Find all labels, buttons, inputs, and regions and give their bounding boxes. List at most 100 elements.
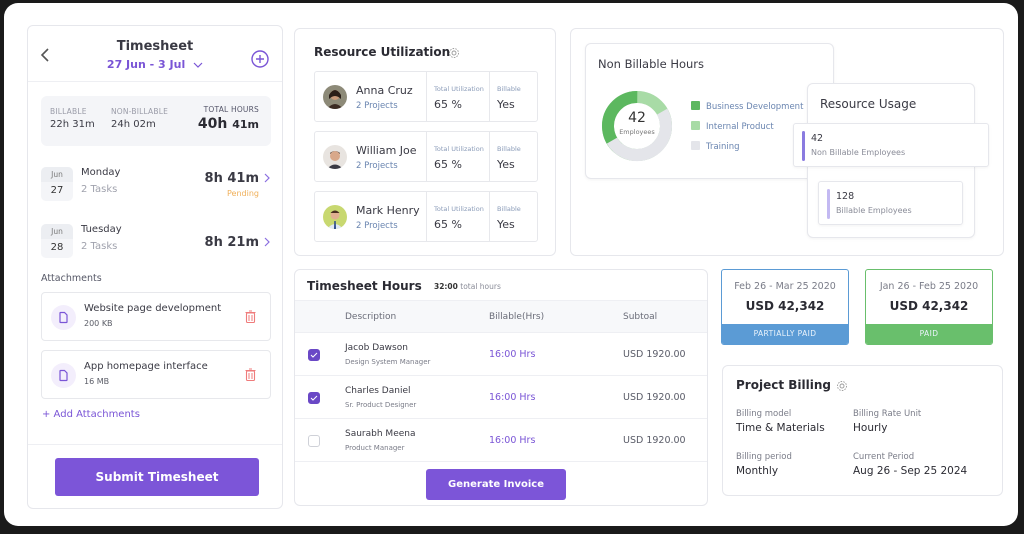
total-hours-label: TOTAL HOURS — [203, 105, 259, 114]
billable-hours: 16:00 Hrs — [489, 349, 536, 360]
billable-hours: 16:00 Hrs — [489, 392, 536, 403]
resource-name: Mark Henry — [356, 204, 420, 217]
invoice-card-paid[interactable]: Jan 26 - Feb 25 2020 USD 42,342 PAID — [865, 269, 993, 345]
subtotal: USD 1920.00 — [623, 392, 686, 403]
non-billable-hours-card: Non Billable Hours 42 Employees Business… — [585, 43, 834, 179]
trash-icon[interactable] — [245, 368, 256, 381]
avatar — [323, 85, 347, 109]
stat-label: Billable Employees — [836, 206, 912, 215]
subtotal: USD 1920.00 — [623, 349, 686, 360]
weekday: Tuesday — [81, 224, 122, 235]
resource-name: William Joe — [356, 144, 417, 157]
gear-icon[interactable] — [836, 380, 848, 392]
add-attachments-link[interactable]: + Add Attachments — [42, 409, 140, 420]
column-subtotal: Subtoal — [623, 312, 658, 322]
utilization-cell: Total Utilization 65 % — [426, 132, 489, 181]
resource-row[interactable]: Mark Henry 2 Projects Total Utilization … — [314, 191, 538, 242]
billable-cell: Billable Yes — [489, 72, 539, 121]
task-count: 2 Tasks — [81, 184, 118, 195]
attachment-item[interactable]: App homepage interface 16 MB — [41, 350, 271, 399]
attachment-name: Website page development — [84, 303, 222, 314]
total-hours-caption: 32:00 total hours — [434, 282, 501, 291]
day-hours: 8h 21m — [204, 235, 259, 250]
file-icon — [51, 305, 76, 330]
legend-item: Business Development — [691, 101, 803, 112]
billing-rate-unit-field: Billing Rate Unit Hourly — [853, 409, 922, 434]
gear-icon[interactable] — [448, 47, 460, 59]
donut-chart — [602, 91, 672, 161]
avatar — [323, 205, 347, 229]
row-checkbox[interactable] — [308, 435, 320, 447]
resource-name: Anna Cruz — [356, 84, 413, 97]
status-pending: Pending — [227, 189, 259, 198]
legend-item: Internal Product — [691, 121, 774, 132]
resource-usage-title: Resource Usage — [820, 97, 917, 111]
day-row-monday[interactable]: Jun 27 Monday 2 Tasks 8h 41m Pending — [41, 167, 271, 207]
dashboard-frame: Timesheet 27 Jun - 3 Jul BILLABLE 22h 31… — [4, 3, 1018, 526]
donut-center-label: Employees — [619, 128, 655, 136]
attachment-item[interactable]: Website page development 200 KB — [41, 292, 271, 341]
non-billable-summary: NON-BILLABLE 24h 02m — [111, 107, 168, 130]
date-badge: Jun 27 — [41, 167, 73, 201]
generate-invoice-button[interactable]: Generate Invoice — [426, 469, 566, 500]
billable-label: BILLABLE — [50, 107, 87, 116]
avatar — [323, 145, 347, 169]
utilization-cell: Total Utilization 65 % — [426, 72, 489, 121]
total-hours-summary: TOTAL HOURS 40h 41m — [198, 105, 259, 132]
attachment-name: App homepage interface — [84, 361, 208, 372]
chevron-right-icon — [264, 173, 270, 183]
donut-center-value: 42 — [628, 110, 646, 126]
subtotal: USD 1920.00 — [623, 435, 686, 446]
resource-utilization-title: Resource Utilization — [314, 45, 451, 59]
hours-summary: BILLABLE 22h 31m NON-BILLABLE 24h 02m TO… — [41, 96, 271, 146]
task-count: 2 Tasks — [81, 241, 118, 252]
stat-accent-bar — [827, 189, 830, 219]
row-checkbox[interactable] — [308, 392, 320, 404]
utilization-cell: Total Utilization 65 % — [426, 192, 489, 241]
resource-row[interactable]: Anna Cruz 2 Projects Total Utilization 6… — [314, 71, 538, 122]
trash-icon[interactable] — [245, 310, 256, 323]
billable-cell: Billable Yes — [489, 192, 539, 241]
billing-period-field: Billing period Monthly — [736, 452, 792, 477]
timesheet-hours-panel: Timesheet Hours 32:00 total hours Descri… — [294, 269, 708, 506]
back-chevron-icon[interactable] — [38, 47, 54, 63]
employee-name: Jacob Dawson — [345, 343, 408, 353]
invoice-card-partially-paid[interactable]: Feb 26 - Mar 25 2020 USD 42,342 PARTIALL… — [721, 269, 849, 345]
employee-name: Charles Daniel — [345, 386, 411, 396]
day-row-tuesday[interactable]: Jun 28 Tuesday 2 Tasks 8h 21m — [41, 224, 271, 264]
invoice-amount: USD 42,342 — [745, 299, 825, 313]
resource-projects: 2 Projects — [356, 161, 398, 171]
invoice-amount: USD 42,342 — [889, 299, 969, 313]
total-hours-value: 40h 41m — [197, 116, 259, 132]
employee-name: Saurabh Meena — [345, 429, 416, 439]
invoice-period: Jan 26 - Feb 25 2020 — [879, 281, 979, 292]
row-checkbox[interactable] — [308, 349, 320, 361]
legend-item: Training — [691, 141, 740, 152]
status-badge: PAID — [866, 324, 992, 344]
resource-projects: 2 Projects — [356, 101, 398, 111]
stat-value: 42 — [811, 133, 824, 144]
date-badge: Jun 28 — [41, 224, 73, 258]
legend-swatch — [691, 101, 700, 110]
stat-value: 128 — [836, 191, 855, 202]
non-billable-value: 24h 02m — [111, 119, 156, 130]
status-badge: PARTIALLY PAID — [722, 324, 848, 344]
day-hours: 8h 41m — [204, 171, 259, 186]
table-row: Saurabh Meena Product Manager 16:00 Hrs … — [295, 419, 707, 462]
employee-role: Sr. Product Designer — [345, 401, 417, 409]
billable-hours: 16:00 Hrs — [489, 435, 536, 446]
attachment-size: 200 KB — [84, 319, 113, 328]
add-circle-icon[interactable] — [251, 50, 269, 68]
employee-role: Product Manager — [345, 444, 405, 452]
billable-cell: Billable Yes — [489, 132, 539, 181]
timesheet-panel: Timesheet 27 Jun - 3 Jul BILLABLE 22h 31… — [27, 25, 283, 509]
billing-model-field: Billing model Time & Materials — [736, 409, 825, 434]
employee-role: Design System Manager — [345, 358, 431, 366]
project-billing-title: Project Billing — [736, 378, 831, 392]
submit-timesheet-button[interactable]: Submit Timesheet — [55, 458, 259, 496]
resource-row[interactable]: William Joe 2 Projects Total Utilization… — [314, 131, 538, 182]
date-range-selector[interactable]: 27 Jun - 3 Jul — [28, 58, 282, 71]
billable-summary: BILLABLE 22h 31m — [50, 107, 95, 130]
table-row: Charles Daniel Sr. Product Designer 16:0… — [295, 376, 707, 419]
project-billing-panel: Project Billing Billing model Time & Mat… — [722, 365, 1003, 496]
